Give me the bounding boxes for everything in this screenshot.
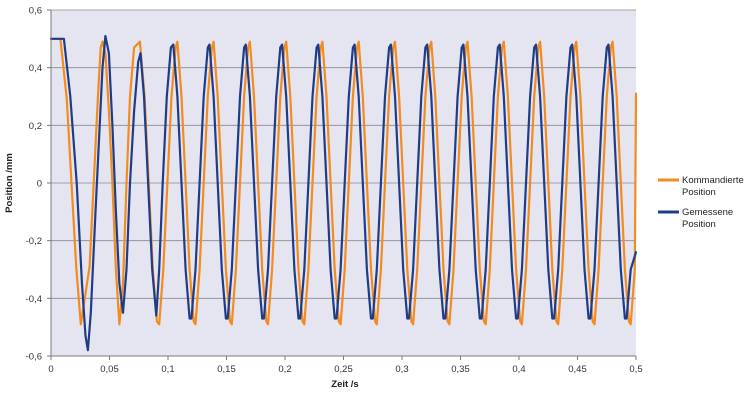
series-lines [49,34,638,352]
series-line-0 [49,37,638,326]
y-tick-label-3: 0 [37,179,42,190]
x-tick-labels: 0 0,05 0,1 0,15 0,2 0,25 0,3 0,35 0,4 0,45 0,5 [48,364,642,375]
legend-label-kommandierte-line1: Kommandierte [682,175,744,186]
legend-label-gemessene-line2: Position [682,219,716,230]
x-tick-label-3: 0,15 [217,364,236,375]
y-tick-label-5: 0,4 [29,63,42,74]
y-tick-label-6: 0,6 [29,6,42,17]
y-tick-label-4: 0,2 [29,121,42,132]
legend-label-kommandierte-line2: Position [682,187,716,198]
y-tick-label-2: -0,2 [26,236,42,247]
series-line-1 [49,34,638,352]
x-tick-label-8: 0,4 [512,364,525,375]
x-tick-label-9: 0,45 [568,364,587,375]
x-tick-label-10: 0,5 [629,364,642,375]
y-tick-label-1: -0,4 [26,294,42,305]
axes [47,9,637,360]
x-axis-title: Zeit /s [331,379,358,390]
x-tick-label-2: 0,1 [161,364,174,375]
legend-label-gemessene-line1: Gemessene [682,207,733,218]
x-tick-label-4: 0,2 [278,364,291,375]
y-axis-title: Position /mm [4,153,15,213]
x-tick-label-5: 0,25 [334,364,353,375]
y-tick-label-0: -0,6 [26,352,42,363]
x-tick-label-0: 0 [48,364,53,375]
x-tick-label-6: 0,3 [395,364,408,375]
y-tick-labels: -0,6 -0,4 -0,2 0 0,2 0,4 0,6 [26,6,42,363]
legend: Kommandierte Position Gemessene Position [658,175,744,230]
legend-item-gemessene: Gemessene Position [658,207,733,230]
legend-item-kommandierte: Kommandierte Position [658,175,744,198]
x-tick-label-7: 0,35 [451,364,470,375]
x-tick-label-1: 0,05 [100,364,119,375]
